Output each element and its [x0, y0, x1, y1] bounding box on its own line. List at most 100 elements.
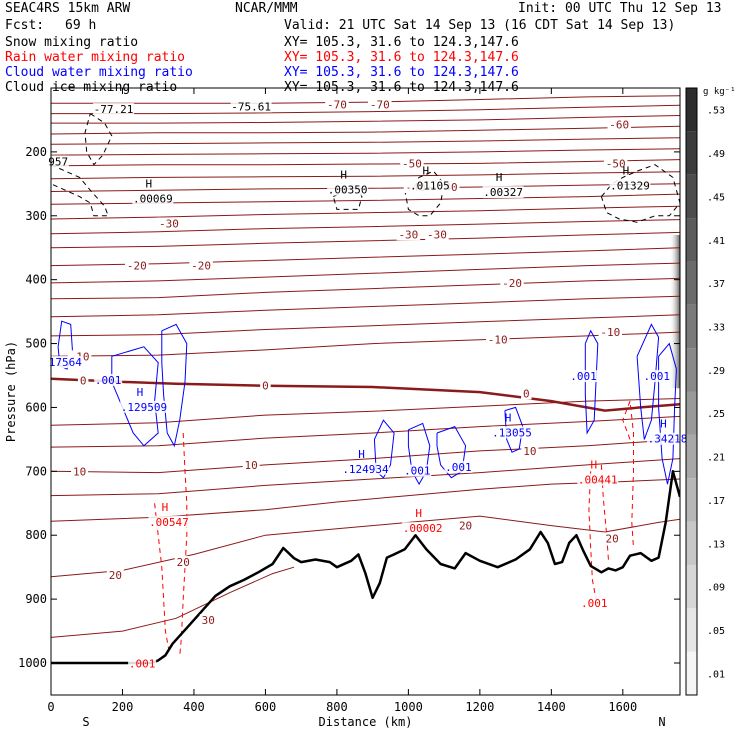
colorbar-label: .29 — [707, 366, 725, 377]
colorbar-label: .33 — [707, 322, 725, 333]
colorbar-unit: g kg⁻¹ — [703, 87, 736, 97]
init-time: Init: 00 UTC Thu 12 Sep 13 — [518, 1, 722, 16]
max-marker: H — [415, 507, 422, 520]
max-label-bg — [128, 657, 157, 670]
colorbar-label: .09 — [707, 583, 725, 594]
max-label: .00069 — [133, 193, 173, 206]
temp-label-bg — [260, 379, 271, 392]
colorbar-label: .45 — [707, 192, 725, 203]
org-label: NCAR/MMM — [235, 1, 298, 16]
x-tick-label: 1400 — [537, 700, 566, 714]
colorbar-segment — [686, 434, 697, 479]
snow-contours — [51, 113, 680, 223]
max-label: .00002 — [403, 522, 443, 535]
max-marker: H — [505, 411, 512, 424]
max-label-bg — [444, 460, 473, 473]
x-axis-label: Distance (km) — [319, 715, 413, 729]
isotherm-line — [51, 137, 680, 145]
y-tick-label: 200 — [25, 145, 47, 159]
isotherm-line — [51, 566, 295, 638]
colorbar-label: .25 — [707, 409, 725, 420]
rain-contour — [179, 432, 188, 657]
colorbar: .01 .05 .09 .13 .17 .21 .25 .29 .33 .37 .41 .45 .49.… — [685, 87, 736, 696]
isotherm-line — [51, 398, 680, 426]
max-label-bg — [402, 522, 444, 535]
max-label-bg — [341, 462, 390, 475]
rain-contour — [588, 471, 597, 600]
temp-label-bg — [174, 556, 192, 569]
cloud-water-contours — [57, 320, 677, 486]
y-tick-label: 1000 — [18, 656, 47, 670]
max-label-bg — [47, 155, 69, 168]
temp-label: 10 — [73, 465, 86, 478]
temp-label: -50 — [402, 157, 422, 170]
max-label-bg — [491, 426, 533, 439]
rain-contour — [622, 400, 634, 549]
isotherm-line — [51, 247, 680, 267]
cloud-ice-shade — [669, 234, 680, 389]
max-label: .001 — [644, 370, 671, 383]
max-label: .129509 — [121, 401, 167, 414]
rain-contour — [600, 464, 609, 561]
max-label-bg — [403, 464, 432, 477]
temp-label-bg — [400, 157, 424, 170]
x-tick-label: 600 — [255, 700, 277, 714]
temp-label-bg — [125, 259, 149, 272]
max-label-bg — [132, 192, 174, 205]
max-marker: H — [623, 165, 630, 178]
temp-label-bg — [500, 276, 524, 289]
max-label: .001 — [129, 658, 156, 671]
isotherm-line — [51, 277, 680, 300]
temp-label: 20 — [605, 532, 618, 545]
isotherm-line — [51, 205, 680, 220]
max-label: .34218 — [648, 433, 688, 446]
cloud-water-contour — [504, 406, 524, 453]
temp-label: 10 — [245, 459, 258, 472]
isotherm-line — [51, 262, 680, 284]
temp-label-bg — [199, 614, 217, 627]
temp-label-bg — [325, 98, 349, 111]
isotherm-line — [51, 458, 680, 497]
colorbar-segment — [686, 261, 697, 305]
colorbar-segment — [686, 391, 697, 435]
model-title: SEAC4RS 15km ARW — [5, 1, 131, 16]
colorbar-label: .41 — [707, 236, 725, 247]
temp-label: 20 — [177, 556, 190, 569]
isotherm-line — [51, 231, 680, 249]
x-tick-label: 0 — [47, 700, 54, 714]
colorbar-frame — [685, 87, 698, 696]
freezing-line — [51, 377, 680, 412]
field-xy-snow: XY= 105.3, 31.6 to 124.3,147.6 — [284, 35, 519, 50]
max-label: 17564 — [49, 356, 82, 369]
isotherm-line — [51, 314, 680, 337]
colorbar-segment — [686, 88, 697, 132]
temp-label-bg — [157, 217, 181, 230]
max-marker: H — [660, 418, 667, 431]
max-label-bg — [409, 179, 451, 192]
field-label-cloud-water: Cloud water mixing ratio — [5, 65, 193, 80]
max-label: .124934 — [342, 463, 389, 476]
max-marker: H — [162, 501, 169, 514]
max-label-bg — [569, 370, 598, 383]
temp-label-bg — [603, 532, 621, 545]
temp-label-bg — [603, 157, 628, 170]
max-label: 957 — [48, 155, 68, 168]
max-label: .001 — [581, 597, 608, 610]
temp-label-bg — [485, 333, 510, 346]
temp-label: -10 — [488, 334, 508, 347]
max-label: .001 — [570, 370, 597, 383]
colorbar-label: .13 — [707, 539, 725, 550]
rain-contours — [154, 400, 634, 657]
temp-label: 10 — [523, 445, 536, 458]
x-tick-label: 1200 — [465, 700, 494, 714]
field-label-snow: Snow mixing ratio — [5, 35, 139, 50]
max-label: .00327 — [483, 186, 523, 199]
max-marker: H — [590, 459, 597, 472]
field-xy-cloud-water: XY= 105.3, 31.6 to 124.3,147.6 — [284, 65, 519, 80]
y-tick-label: 300 — [25, 209, 47, 223]
isotherm-line — [51, 415, 680, 448]
snow-contour — [51, 164, 109, 217]
max-label-bg — [94, 373, 123, 386]
temp-label: 0 — [523, 387, 530, 400]
colorbar-segment — [686, 608, 697, 652]
